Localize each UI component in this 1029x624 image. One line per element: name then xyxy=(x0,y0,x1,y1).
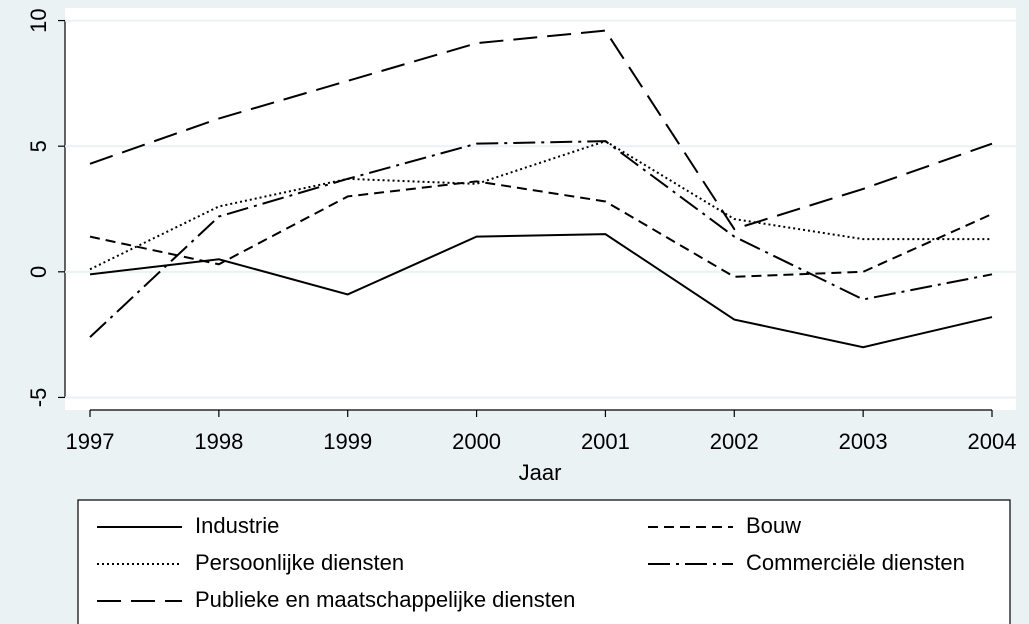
x-tick-label: 2000 xyxy=(452,429,501,454)
x-tick-label: 2004 xyxy=(968,429,1017,454)
legend-label: Commerciële diensten xyxy=(746,550,965,575)
x-tick-label: 1997 xyxy=(66,429,115,454)
series-line xyxy=(89,140,993,338)
series-line xyxy=(89,140,992,271)
x-tick-label: 2002 xyxy=(710,429,759,454)
plot-area xyxy=(65,8,1016,410)
x-tick-label: 2003 xyxy=(839,429,888,454)
y-tick-label: 0 xyxy=(26,266,51,278)
x-tick-label: 1999 xyxy=(323,429,372,454)
y-tick-label: 10 xyxy=(26,8,51,32)
y-tick-label: -5 xyxy=(26,388,51,408)
legend-label: Persoonlijke diensten xyxy=(195,550,404,575)
legend xyxy=(77,499,1011,624)
x-tick-label: 2001 xyxy=(581,429,630,454)
x-axis-title: Jaar xyxy=(519,460,562,485)
legend-label: Bouw xyxy=(746,513,801,538)
x-tick-label: 1998 xyxy=(194,429,243,454)
series-line xyxy=(89,233,993,349)
series-line xyxy=(89,29,993,231)
legend-label: Industrie xyxy=(195,513,279,538)
legend-label: Publieke en maatschappelijke diensten xyxy=(195,587,575,612)
series-line xyxy=(89,180,993,278)
y-tick-label: 5 xyxy=(26,140,51,152)
